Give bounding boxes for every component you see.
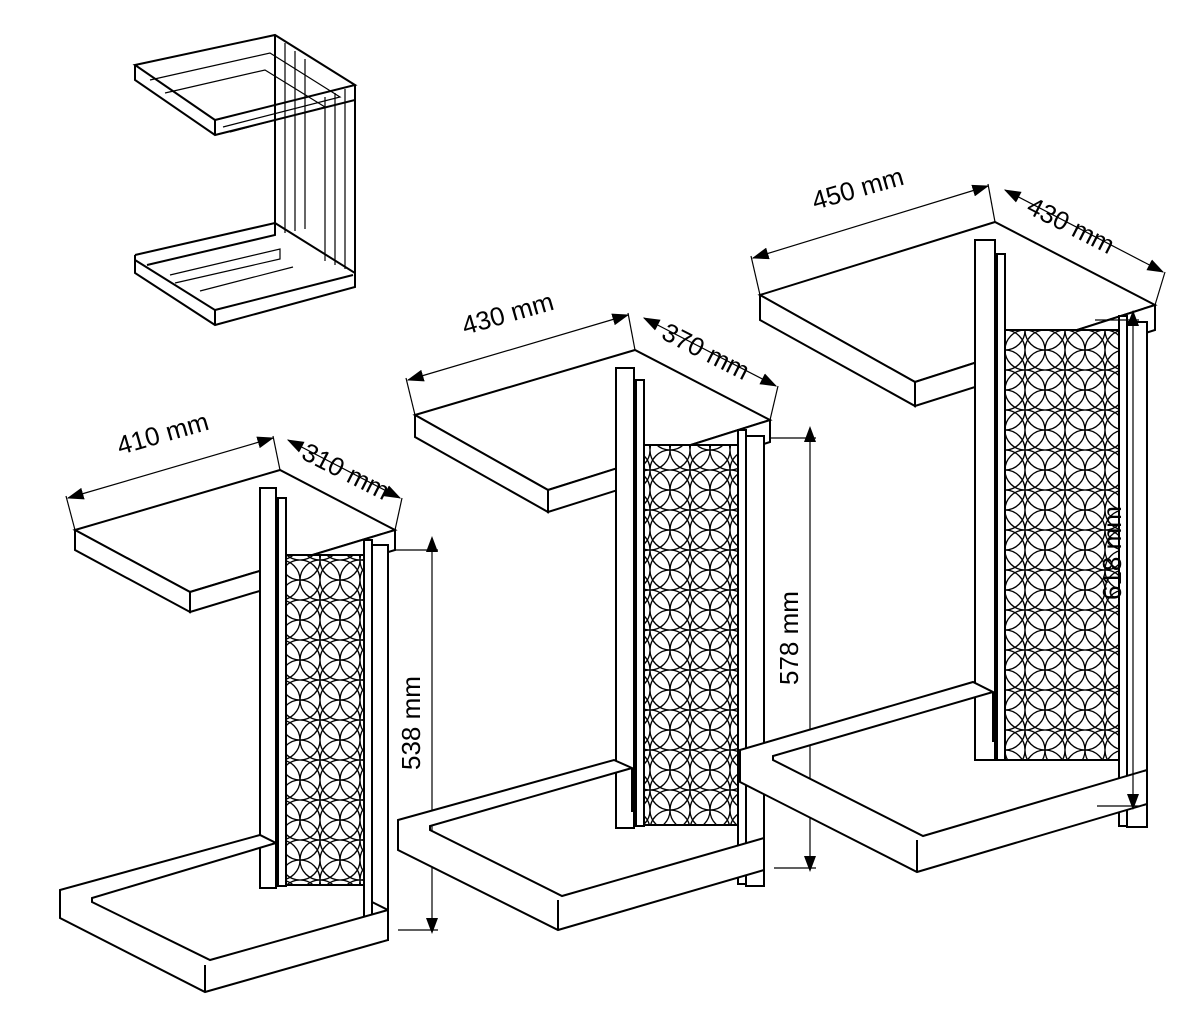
- dim-medium-width: 430 mm: [458, 286, 557, 341]
- nested-preview: [135, 35, 355, 325]
- table-small: 410 mm 310 mm 538 mm: [60, 406, 438, 992]
- table-medium: 430 mm 370 mm 578 mm: [398, 286, 816, 930]
- dim-medium-height: 578 mm: [774, 591, 804, 685]
- dim-large-height: 618 mm: [1097, 506, 1127, 600]
- dimension-drawing: 410 mm 310 mm 538 mm 430 mm: [0, 0, 1180, 1024]
- dim-small-height: 538 mm: [396, 676, 426, 770]
- dim-large-width: 450 mm: [808, 161, 907, 216]
- dim-small-width: 410 mm: [113, 406, 212, 461]
- table-large: 450 mm 430 mm 618 mm: [740, 161, 1165, 872]
